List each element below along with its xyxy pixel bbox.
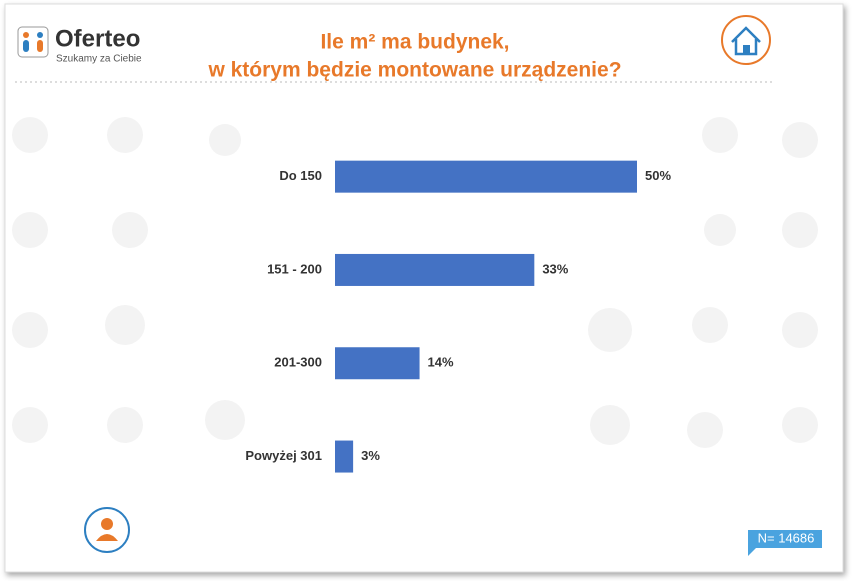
background-icons — [12, 117, 818, 448]
logo-slogan: Szukamy za Ciebie — [56, 54, 142, 65]
logo-text: Oferteo — [55, 25, 140, 52]
value-label: 50% — [645, 168, 671, 183]
sample-size: N= 14686 — [758, 530, 815, 545]
sample-badge — [748, 530, 822, 556]
category-label: 201-300 — [274, 355, 322, 370]
logo-icon — [17, 26, 49, 58]
value-label: 3% — [361, 448, 380, 463]
category-label: Do 150 — [279, 168, 322, 183]
chart-title: Ile m² ma budynek, — [320, 31, 509, 54]
category-label: Powyżej 301 — [245, 448, 322, 463]
bar — [335, 160, 637, 193]
person-icon — [84, 507, 130, 553]
value-label: 14% — [428, 355, 454, 370]
bar — [335, 347, 420, 380]
chart-title: w którym będzie montowane urządzenie? — [207, 59, 621, 82]
card — [4, 3, 844, 573]
value-label: 33% — [542, 261, 568, 276]
house-icon — [721, 15, 771, 65]
category-label: 151 - 200 — [267, 261, 322, 276]
bar — [335, 253, 535, 286]
bar — [335, 440, 354, 473]
